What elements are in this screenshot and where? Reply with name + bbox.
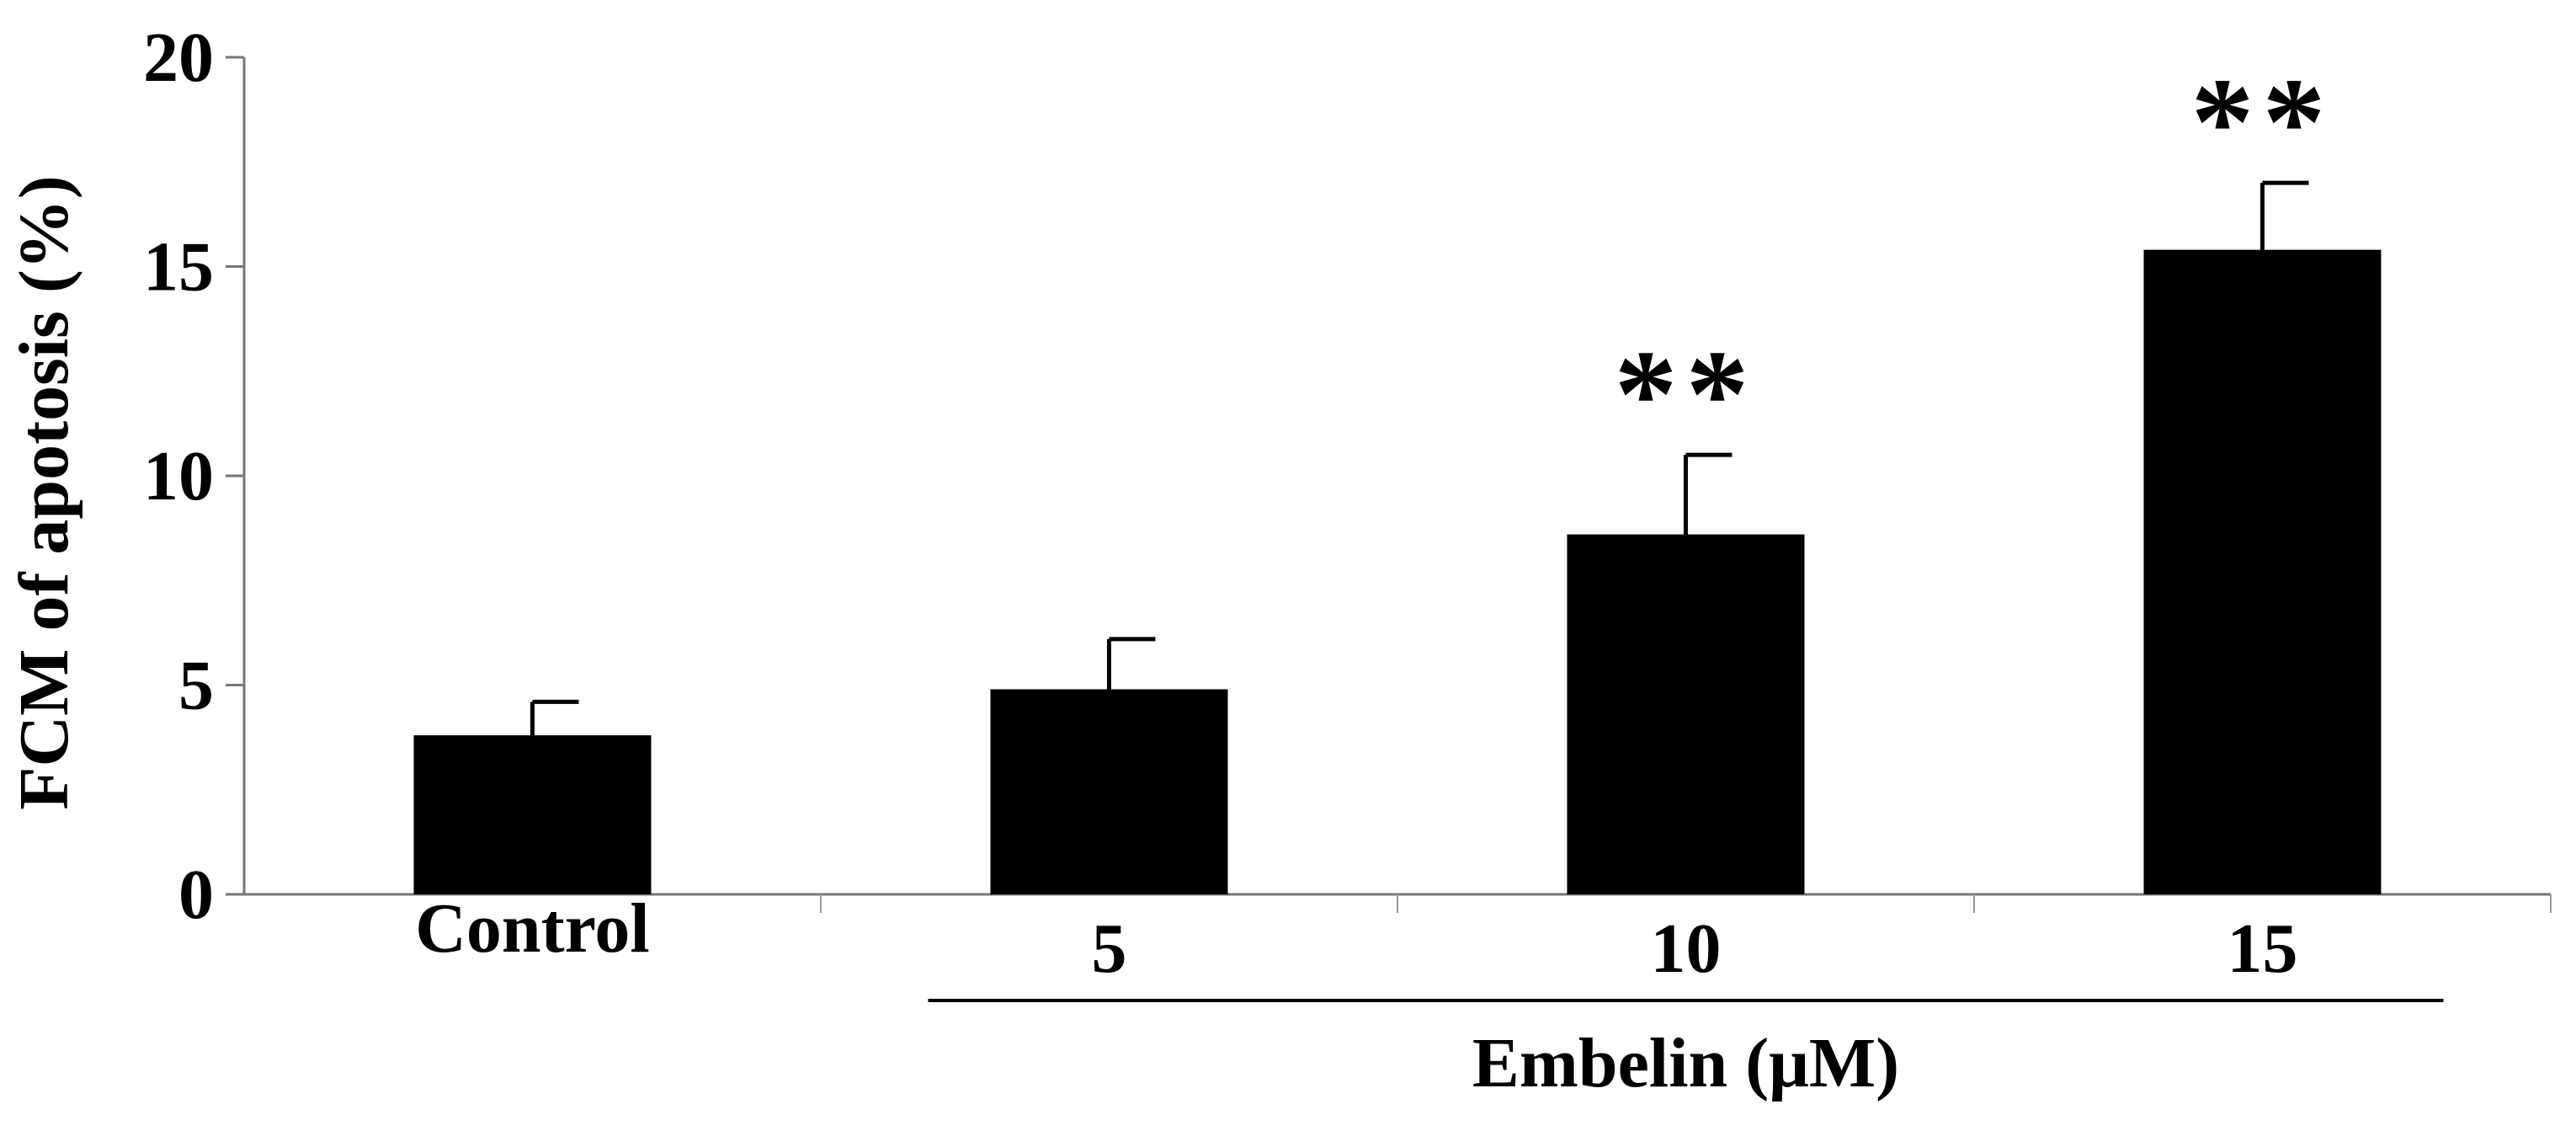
bars <box>413 180 2382 894</box>
labels: 0 5 10 15 20 Control 5 ** 10 ** 15 Embelin (μM) FCM … <box>5 19 2334 1102</box>
significance-marker: ** <box>1615 324 1758 464</box>
y-tick-label: 20 <box>143 19 214 97</box>
y-tick-label: 10 <box>143 437 214 515</box>
y-tick-label: 0 <box>178 856 214 934</box>
bar <box>413 735 652 894</box>
bar <box>990 689 1228 894</box>
y-tick-label: 15 <box>143 228 214 307</box>
y-tick-label: 5 <box>178 647 214 725</box>
significance-marker: ** <box>2191 52 2334 192</box>
x-category-label: 10 <box>1651 910 1722 988</box>
x-category-label: 5 <box>1092 910 1127 988</box>
x-category-label: 15 <box>2227 910 2298 988</box>
bar <box>1567 534 1805 894</box>
bar <box>2143 249 2382 894</box>
group-label: Embelin (μM) <box>1472 1024 1899 1102</box>
y-axis-title: FCM of apotosis (%) <box>5 175 83 810</box>
x-category-label: Control <box>415 889 649 968</box>
